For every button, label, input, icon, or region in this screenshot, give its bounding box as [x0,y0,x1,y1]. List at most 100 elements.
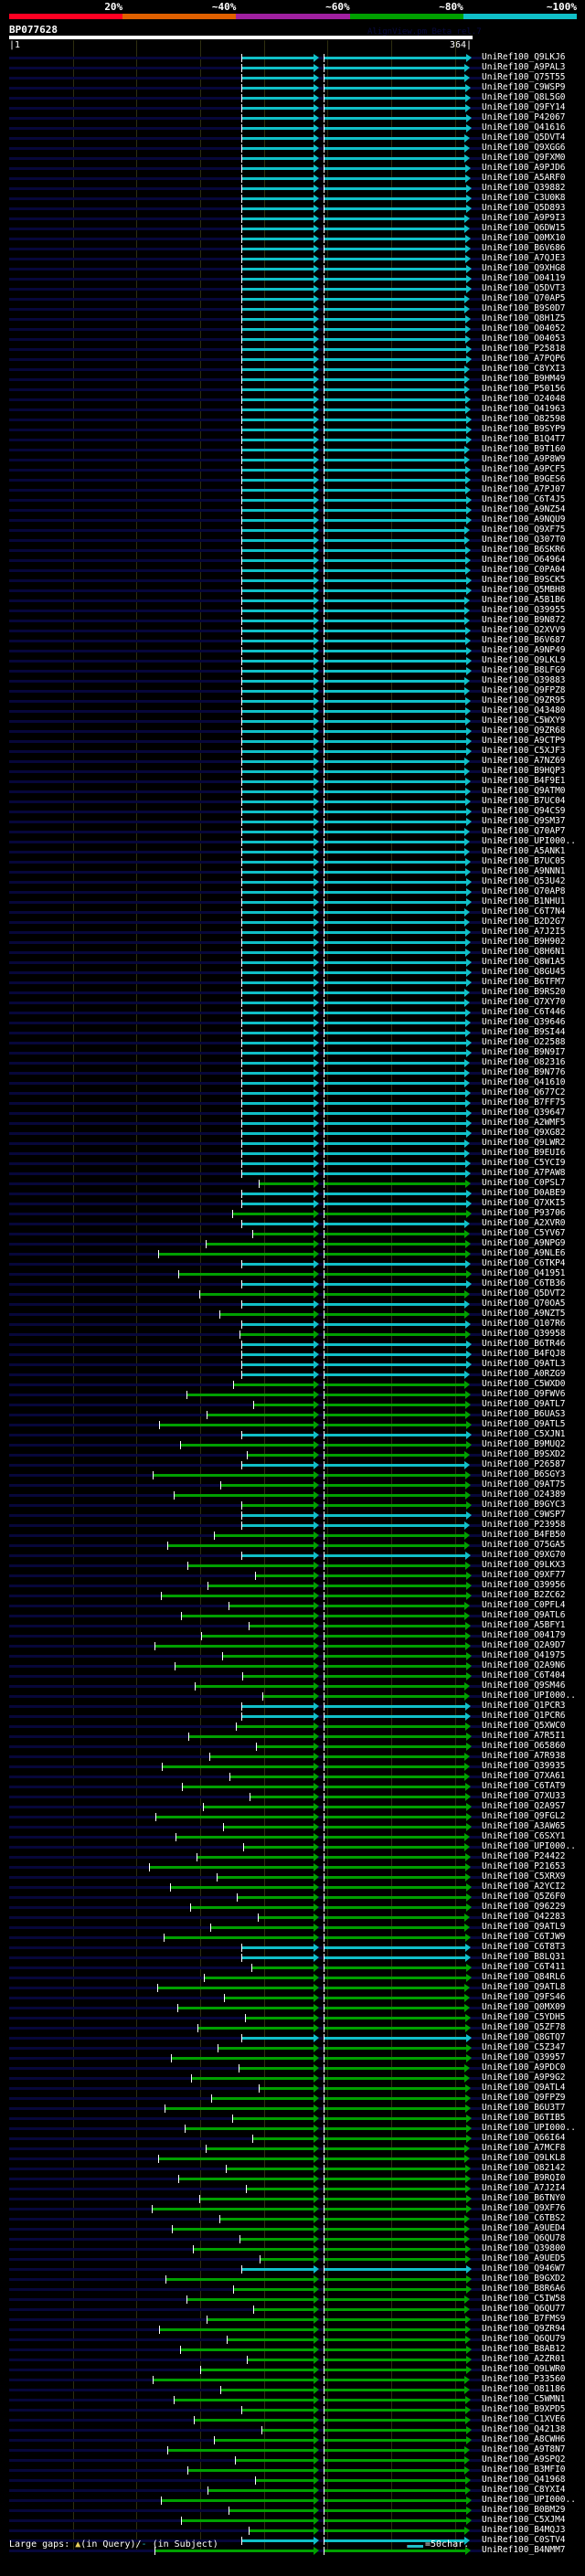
alignment-row[interactable]: UniRef100_Q5DVT4 [0,133,585,143]
alignment-row[interactable]: UniRef100_Q5ZF78 [0,2022,585,2033]
subject-label[interactable]: UniRef100_B6TIB5 [482,2113,566,2123]
alignment-row[interactable]: UniRef100_Q41968 [0,2475,585,2486]
alignment-row[interactable]: UniRef100_B1NHU1 [0,896,585,907]
subject-label[interactable]: UniRef100_Q9FY14 [482,102,566,112]
subject-label[interactable]: UniRef100_Q8GTQ7 [482,2032,566,2042]
subject-label[interactable]: UniRef100_C6T404 [482,1670,566,1680]
subject-label[interactable]: UniRef100_B9XPD5 [482,2404,566,2414]
alignment-row[interactable]: UniRef100_Q9ATL9 [0,1922,585,1933]
alignment-row[interactable]: UniRef100_B9HQP3 [0,766,585,777]
subject-label[interactable]: UniRef100_B4F9E1 [482,776,566,786]
subject-label[interactable]: UniRef100_UPI000.. [482,836,576,846]
subject-label[interactable]: UniRef100_Q9FS46 [482,1992,566,2002]
subject-label[interactable]: UniRef100_B9N776 [482,1067,566,1077]
alignment-row[interactable]: UniRef100_B9N872 [0,615,585,626]
alignment-row[interactable]: UniRef100_O81186 [0,2384,585,2395]
subject-label[interactable]: UniRef100_B6TNY0 [482,2193,566,2203]
subject-label[interactable]: UniRef100_O82316 [482,1057,566,1067]
subject-label[interactable]: UniRef100_Q9XF75 [482,525,566,535]
alignment-row[interactable]: UniRef100_Q9FGL2 [0,1811,585,1822]
subject-label[interactable]: UniRef100_A3AW65 [482,1821,566,1831]
subject-label[interactable]: UniRef100_Q9AT75 [482,1479,566,1489]
alignment-row[interactable]: UniRef100_Q7XY70 [0,997,585,1008]
subject-label[interactable]: UniRef100_Q107R6 [482,1319,566,1329]
subject-label[interactable]: UniRef100_B6SKR6 [482,545,566,555]
subject-label[interactable]: UniRef100_C3U0K8 [482,193,566,203]
subject-label[interactable]: UniRef100_Q39647 [482,1108,566,1118]
subject-label[interactable]: UniRef100_Q43480 [482,705,566,716]
alignment-row[interactable]: UniRef100_Q39647 [0,1108,585,1118]
subject-label[interactable]: UniRef100_Q39935 [482,1761,566,1771]
alignment-row[interactable]: UniRef100_Q7XKI5 [0,1198,585,1209]
alignment-row[interactable]: UniRef100_P50156 [0,384,585,395]
alignment-row[interactable]: UniRef100_C6TJW9 [0,1932,585,1943]
subject-label[interactable]: UniRef100_Q39955 [482,605,566,615]
subject-label[interactable]: UniRef100_C6T7N4 [482,906,566,917]
subject-label[interactable]: UniRef100_B8LQ31 [482,1952,566,1962]
alignment-row[interactable]: UniRef100_Q75GA5 [0,1540,585,1551]
alignment-row[interactable]: UniRef100_B7FF75 [0,1097,585,1108]
alignment-row[interactable]: UniRef100_Q0MX09 [0,2002,585,2013]
subject-label[interactable]: UniRef100_A2YCI2 [482,1882,566,1892]
subject-label[interactable]: UniRef100_C5YDH5 [482,2012,566,2022]
alignment-row[interactable]: UniRef100_Q9ZR68 [0,726,585,737]
subject-label[interactable]: UniRef100_Q70AP7 [482,826,566,836]
subject-label[interactable]: UniRef100_B7FMS9 [482,2314,566,2324]
alignment-row[interactable]: UniRef100_Q42138 [0,2424,585,2435]
subject-label[interactable]: UniRef100_Q8W1A5 [482,957,566,967]
subject-label[interactable]: UniRef100_Q9XF76 [482,2203,566,2213]
subject-label[interactable]: UniRef100_B6V686 [482,243,566,253]
alignment-row[interactable]: UniRef100_B3MFI0 [0,2465,585,2475]
alignment-row[interactable]: UniRef100_Q9XF75 [0,525,585,535]
subject-label[interactable]: UniRef100_B2ZC62 [482,1590,566,1600]
alignment-row[interactable]: UniRef100_Q9ATL5 [0,1419,585,1430]
alignment-row[interactable]: UniRef100_A9NLE6 [0,1248,585,1259]
subject-label[interactable]: UniRef100_B9SI44 [482,1027,566,1037]
alignment-row[interactable]: UniRef100_Q66I64 [0,2133,585,2144]
subject-label[interactable]: UniRef100_A9PCF5 [482,464,566,474]
subject-label[interactable]: UniRef100_B4FB50 [482,1530,566,1540]
alignment-row[interactable]: UniRef100_B6TIB5 [0,2113,585,2124]
subject-label[interactable]: UniRef100_C0PFL4 [482,1600,566,1610]
subject-label[interactable]: UniRef100_Q7XY70 [482,997,566,1007]
alignment-row[interactable]: UniRef100_A9PDC0 [0,2062,585,2073]
subject-label[interactable]: UniRef100_C6T446 [482,1007,566,1017]
alignment-row[interactable]: UniRef100_O04179 [0,1630,585,1641]
alignment-row[interactable]: UniRef100_O82142 [0,2163,585,2174]
alignment-row[interactable]: UniRef100_A9PJD6 [0,163,585,174]
alignment-row[interactable]: UniRef100_C5Z347 [0,2042,585,2053]
alignment-row[interactable]: UniRef100_UPI000.. [0,836,585,847]
subject-label[interactable]: UniRef100_B9N872 [482,615,566,625]
subject-label[interactable]: UniRef100_Q9ZR68 [482,726,566,736]
alignment-row[interactable]: UniRef100_C5XJN1 [0,1429,585,1440]
alignment-row[interactable]: UniRef100_Q9LKX3 [0,1560,585,1571]
alignment-row[interactable]: UniRef100_Q1PCR3 [0,1701,585,1712]
subject-label[interactable]: UniRef100_B9N9I7 [482,1047,566,1057]
subject-label[interactable]: UniRef100_C5Z347 [482,2042,566,2052]
alignment-row[interactable]: UniRef100_C6TAT9 [0,1781,585,1792]
alignment-row[interactable]: UniRef100_C6T411 [0,1962,585,1973]
subject-label[interactable]: UniRef100_UPI000.. [482,2495,576,2505]
alignment-row[interactable]: UniRef100_Q39957 [0,2052,585,2063]
alignment-row[interactable]: UniRef100_P21653 [0,1861,585,1872]
subject-label[interactable]: UniRef100_B2D2G7 [482,917,566,927]
subject-label[interactable]: UniRef100_Q9XHG8 [482,263,566,273]
subject-label[interactable]: UniRef100_Q41616 [482,122,566,133]
alignment-row[interactable]: UniRef100_Q5XWC0 [0,1721,585,1732]
alignment-row[interactable]: UniRef100_C6T8T3 [0,1942,585,1953]
subject-label[interactable]: UniRef100_B8AB12 [482,2344,566,2354]
subject-label[interactable]: UniRef100_B7FF75 [482,1097,566,1108]
subject-label[interactable]: UniRef100_C5XJM4 [482,2515,566,2525]
alignment-row[interactable]: UniRef100_B6TR46 [0,1339,585,1350]
subject-label[interactable]: UniRef100_B9SCK5 [482,575,566,585]
alignment-row[interactable]: UniRef100_A8CWH6 [0,2434,585,2445]
subject-label[interactable]: UniRef100_O64964 [482,555,566,565]
alignment-row[interactable]: UniRef100_A9NNN1 [0,866,585,877]
alignment-row[interactable]: UniRef100_Q84RL6 [0,1972,585,1983]
subject-label[interactable]: UniRef100_Q9LKL8 [482,2153,566,2163]
subject-label[interactable]: UniRef100_Q2A9D7 [482,1640,566,1650]
alignment-row[interactable]: UniRef100_A5ANK1 [0,846,585,857]
subject-label[interactable]: UniRef100_Q8H1Z5 [482,313,566,323]
alignment-row[interactable]: UniRef100_A7J2I5 [0,927,585,938]
alignment-row[interactable]: UniRef100_P42067 [0,112,585,123]
